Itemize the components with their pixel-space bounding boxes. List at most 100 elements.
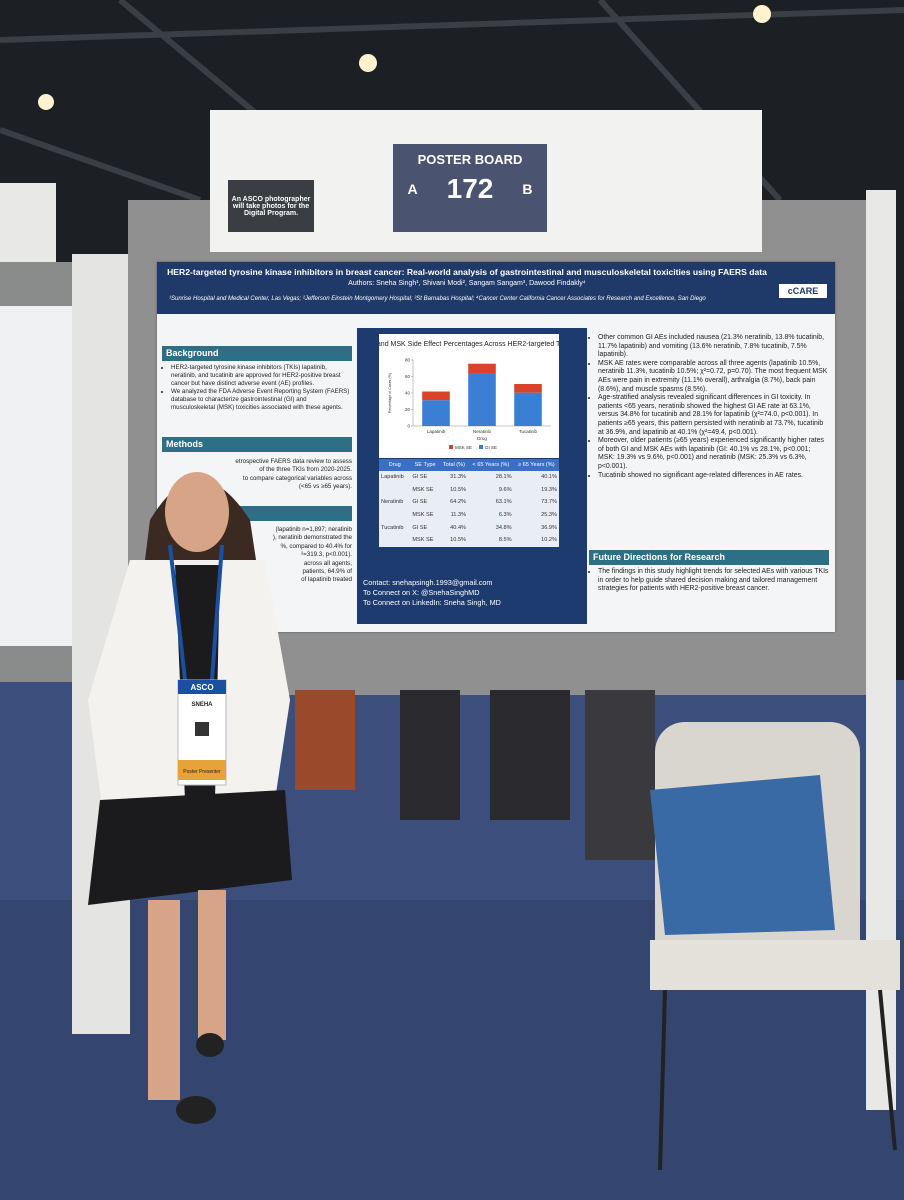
table-cell: 10.5% xyxy=(439,483,469,497)
chair xyxy=(650,722,900,1171)
y-tick-label: 40 xyxy=(405,391,411,396)
table-cell: 28.1% xyxy=(468,471,514,484)
table-row: Neratinib GI SE 64.2% 63.1% 73.7% xyxy=(379,496,559,509)
chart-box: GI and MSK Side Effect Percentages Acros… xyxy=(368,334,571,458)
table-header-cell: SE Type xyxy=(410,459,440,471)
legend-label: MSK SE xyxy=(455,445,472,450)
table-cell: Neratinib xyxy=(379,496,411,509)
table-cell xyxy=(379,533,411,547)
neighbor-poster xyxy=(0,306,80,646)
table-cell: 63.1% xyxy=(468,496,514,509)
table-header-row: Drug SE Type Total (%) < 65 Years (%) ≥ 65 Y… xyxy=(379,459,559,471)
table-cell: GI SE xyxy=(410,496,440,509)
y-tick-label: 60 xyxy=(405,374,411,379)
contact-line: To Connect on X: @SnehaSinghMD xyxy=(363,588,480,597)
table-cell: MSK SE xyxy=(410,508,440,522)
methods-text: etrospective FAERS data review to assess… xyxy=(162,458,352,492)
table-cell: 10.5% xyxy=(439,533,469,547)
table-row: MSK SE 10.5% 8.5% 10.2% xyxy=(379,533,559,547)
bar-segment xyxy=(422,391,450,401)
visitors-legs xyxy=(295,690,655,860)
table-cell: 36.9% xyxy=(513,521,559,534)
board-number: 172 xyxy=(446,173,494,204)
x-tick-label: Tucatinib xyxy=(519,429,538,434)
text-line: patients, 64.9% of xyxy=(302,568,352,576)
board-post xyxy=(72,254,130,1034)
bullet-list: The findings in this study highlight tre… xyxy=(589,568,829,594)
text-line: to compare categorical variables across xyxy=(242,474,352,482)
legend-label: GI SE xyxy=(485,445,497,450)
text-line: (<65 vs ≥65 years). xyxy=(298,483,352,491)
table-header-cell: Drug xyxy=(379,459,411,471)
legend-swatch xyxy=(479,445,483,449)
text-line: of the three TKIs from 2020-2025. xyxy=(259,466,352,474)
table-header-cell: Total (%) xyxy=(439,459,469,471)
x-axis-label: Drug xyxy=(477,436,487,441)
y-axis-label: Percentage of Cases (%) xyxy=(388,373,392,413)
poster-header: HER2-targeted tyrosine kinase inhibitors… xyxy=(157,262,835,314)
table-cell: 31.3% xyxy=(439,471,469,484)
table-cell: MSK SE xyxy=(410,483,440,497)
table-cell: Tucatinib xyxy=(379,521,411,534)
bullet: The findings in this study highlight tre… xyxy=(598,568,829,594)
poster: HER2-targeted tyrosine kinase inhibitors… xyxy=(157,262,835,632)
text-line: ), neratinib demonstrated the xyxy=(272,534,352,542)
table-header-cell: < 65 Years (%) xyxy=(468,459,514,471)
poster-title: HER2-targeted tyrosine kinase inhibitors… xyxy=(167,267,767,277)
table-cell: 10.2% xyxy=(513,533,559,547)
bullet: We analyzed the FDA Adverse Event Report… xyxy=(171,388,352,412)
ceiling-light xyxy=(38,94,54,110)
background-text: HER2-targeted tyrosine kinase inhibitors… xyxy=(162,364,352,412)
bullet: Age-stratified analysis revealed signifi… xyxy=(598,394,829,437)
data-table: Drug SE Type Total (%) < 65 Years (%) ≥ 65 Y… xyxy=(379,459,559,547)
contact-line: Contact: snehapsingh.1993@gmail.com xyxy=(363,578,493,587)
photographer-note: An ASCO photographer will take photos fo… xyxy=(228,180,314,232)
table-cell xyxy=(379,483,411,497)
board-number-panel: POSTER BOARD A 172 B xyxy=(393,144,547,232)
y-tick-label: 0 xyxy=(407,424,410,429)
table-cell: GI SE xyxy=(410,521,440,534)
logo: cCARE xyxy=(779,284,827,298)
y-tick-label: 80 xyxy=(405,358,411,363)
text-line: %, compared to 40.4% for xyxy=(280,542,352,550)
bullet-list: Other common GI AEs included nausea (21.… xyxy=(589,334,829,480)
bar-segment xyxy=(422,400,450,426)
contact-line: To Connect on LinkedIn: Sneha Singh, MD xyxy=(363,598,501,607)
section-heading xyxy=(162,506,352,521)
table-cell: 8.5% xyxy=(468,533,514,547)
bullet: Moreover, older patients (≥65 years) exp… xyxy=(598,437,829,471)
x-tick-label: Lapatinib xyxy=(427,429,446,434)
results-right-text: Other common GI AEs included nausea (21.… xyxy=(589,334,829,480)
table-cell: Lapatinib xyxy=(379,471,411,484)
contact-info: Contact: snehapsingh.1993@gmail.com To Co… xyxy=(363,578,583,608)
bullet: Other common GI AEs included nausea (21.… xyxy=(598,334,829,360)
text-line: ²=319.3, p<0.001). xyxy=(301,551,352,559)
section-heading: Methods xyxy=(162,437,352,452)
text-line: etrospective FAERS data review to assess xyxy=(235,458,352,465)
bullet: MSK AE rates were comparable across all … xyxy=(598,360,829,394)
chart: GI and MSK Side Effect Percentages Acros… xyxy=(368,341,571,450)
table-cell xyxy=(379,508,411,522)
text-line: of lapatinib treated xyxy=(301,576,352,584)
table-cell: MSK SE xyxy=(410,533,440,547)
side-a: A xyxy=(407,181,418,197)
text-line: (lapatinib n=1,897; neratinib xyxy=(275,526,352,533)
table-cell: 19.3% xyxy=(513,483,559,497)
bar-segment xyxy=(468,373,496,426)
table-header-cell: ≥ 65 Years (%) xyxy=(513,459,559,471)
board-label: POSTER BOARD xyxy=(417,152,523,167)
poster-authors: Authors: Sneha Singh¹, Shivani Modi², Sa… xyxy=(348,280,586,287)
neighbor-sign xyxy=(0,183,56,273)
table-cell: GI SE xyxy=(410,471,440,484)
x-tick-label: Neratinib xyxy=(473,429,492,434)
bullet: Tucatinib showed no significant age-rela… xyxy=(598,472,829,481)
table-cell: 9.6% xyxy=(468,483,514,497)
poster-board-sign: An ASCO photographer will take photos fo… xyxy=(210,110,762,252)
table-row: MSK SE 10.5% 9.6% 19.3% xyxy=(379,483,559,497)
table-cell: 25.3% xyxy=(513,508,559,522)
bar-segment xyxy=(514,384,542,393)
section-heading: Future Directions for Research xyxy=(589,550,829,565)
ceiling-light xyxy=(753,5,771,23)
